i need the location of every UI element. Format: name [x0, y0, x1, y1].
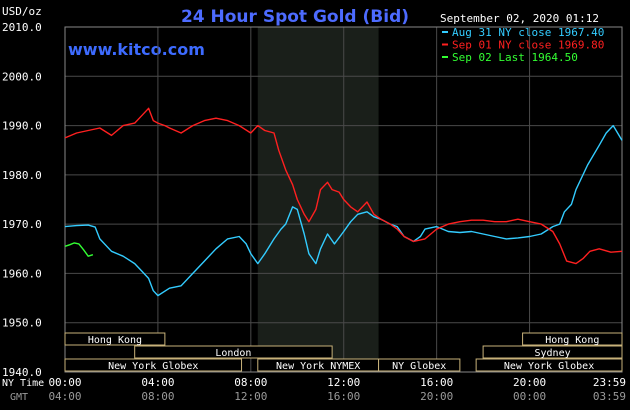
y-tick-label: 2000.0	[2, 70, 42, 83]
session-bar	[64, 332, 166, 346]
session-label: Hong Kong	[88, 335, 142, 346]
legend-entry: Sep 02 Last 1964.50	[452, 51, 578, 64]
session-bar	[522, 332, 623, 346]
ny-tick-label: 23:59	[593, 376, 626, 389]
gmt-tick-label: 12:00	[234, 390, 267, 403]
y-tick-label: 1980.0	[2, 169, 42, 182]
ny-tick-label: 16:00	[420, 376, 453, 389]
session-label: London	[215, 348, 251, 359]
market-sessions: Hong Kong Hong Kong London Sydney New York G…	[64, 332, 623, 372]
y-tick-label: 1950.0	[2, 317, 42, 330]
session-bar	[475, 358, 623, 372]
session-label: New York Globex	[504, 361, 594, 372]
session-label: NY Globex	[392, 361, 446, 372]
session-bar	[64, 358, 243, 372]
ny-tick-label: 04:00	[141, 376, 174, 389]
y-tick-label: 2010.0	[2, 21, 42, 34]
session-bar	[378, 358, 461, 372]
gmt-tick-label: 00:00	[513, 390, 546, 403]
chart-datetime: September 02, 2020 01:12	[440, 12, 599, 25]
session-bar	[134, 345, 333, 359]
gmt-tick-label: 08:00	[141, 390, 174, 403]
gmt-tick-label: 20:00	[420, 390, 453, 403]
session-label: Sydney	[534, 348, 570, 359]
series-line-2	[64, 107, 623, 265]
ny-tick-label: 12:00	[327, 376, 360, 389]
plot-frame	[64, 26, 623, 373]
y-tick-label: 1960.0	[2, 267, 42, 280]
y-unit-label: USD/oz	[2, 5, 42, 18]
gmt-tick-label: 16:00	[327, 390, 360, 403]
y-axis: 2010.0 2000.0 1990.0 1980.0 1970.0 1960.0 1950…	[2, 21, 42, 379]
legend-entry: Aug 31 NY close 1967.40	[452, 26, 604, 39]
price-series	[64, 107, 623, 297]
chart-title: 24 Hour Spot Gold (Bid)	[181, 7, 409, 27]
gmt-tick-label: 03:59	[593, 390, 626, 403]
ny-time-label: NY Time	[2, 378, 44, 389]
y-tick-label: 1940.0	[2, 366, 42, 379]
series-line-1	[64, 124, 623, 297]
ny-tick-label: 20:00	[513, 376, 546, 389]
y-tick-label: 1990.0	[2, 120, 42, 133]
ny-tick-label: 00:00	[48, 376, 81, 389]
session-label: New York Globex	[108, 361, 198, 372]
session-label: Hong Kong	[545, 335, 599, 346]
series-line-3	[64, 242, 94, 257]
gmt-tick-label: 04:00	[48, 390, 81, 403]
session-bar	[482, 345, 623, 359]
gmt-label: GMT	[10, 392, 28, 403]
x-axis: NY TimeGMT00:0004:0004:0008:0008:0012:00…	[2, 376, 626, 403]
session-label: New York NYMEX	[276, 361, 360, 372]
site-watermark: www.kitco.com	[68, 40, 205, 59]
legend-entry: Sep 01 NY close 1969.80	[452, 39, 604, 52]
y-tick-label: 1970.0	[2, 218, 42, 231]
ny-tick-label: 08:00	[234, 376, 267, 389]
